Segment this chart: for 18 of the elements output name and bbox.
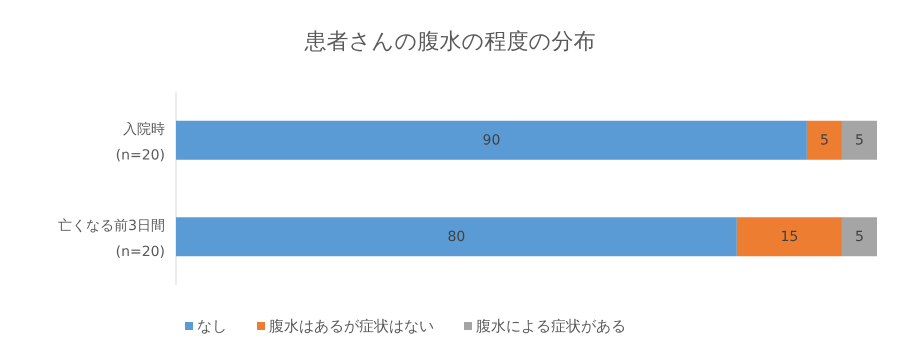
- bar: [176, 120, 807, 160]
- chart-title: 患者さんの腹水の程度の分布: [304, 30, 596, 54]
- y-tick-label: 入院時 (n=20): [116, 121, 165, 164]
- data-label: 80: [447, 228, 466, 245]
- bar: [176, 217, 737, 256]
- legend-label: なし: [197, 317, 227, 335]
- legend-label: 腹水はあるが症状はない: [269, 317, 434, 335]
- data-label: 90: [482, 132, 500, 148]
- bar: [842, 217, 877, 256]
- data-label: 5: [855, 228, 864, 245]
- bar: [736, 217, 842, 256]
- data-label: 15: [780, 228, 798, 245]
- data-label: 5: [855, 132, 864, 148]
- bar: [842, 120, 877, 160]
- legend-label: 腹水による症状がある: [476, 317, 626, 335]
- bar: [806, 120, 842, 160]
- data-label: 5: [820, 132, 829, 148]
- y-tick-label: 亡くなる前3日間 (n=20): [58, 218, 165, 260]
